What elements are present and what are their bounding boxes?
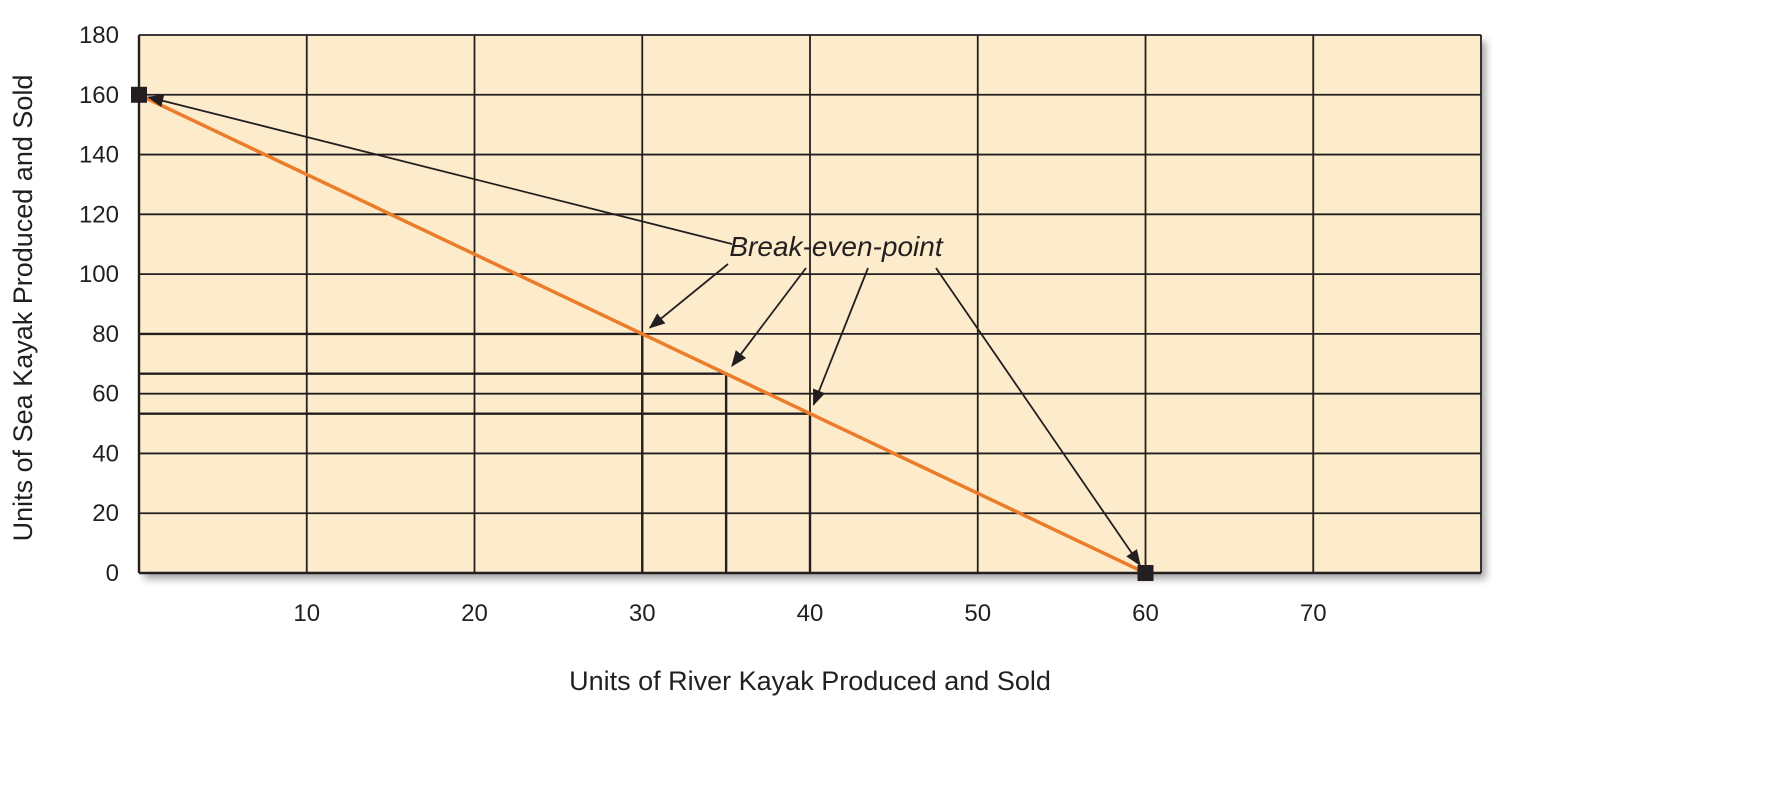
x-tick-label: 60 (1132, 600, 1159, 627)
y-tick-label: 180 (79, 22, 119, 49)
x-tick-label: 50 (964, 600, 991, 627)
annotation-arrow (648, 263, 729, 329)
annotation-label: Break-even-point (729, 231, 943, 262)
annotation-arrow (935, 267, 1141, 567)
y-axis-title: Units of Sea Kayak Produced and Sold (8, 75, 38, 542)
x-tick-label: 20 (461, 600, 488, 627)
y-tick-label: 160 (79, 82, 119, 109)
x-tick-label: 30 (629, 600, 656, 627)
annotation-arrow (812, 267, 869, 406)
annotation-arrow (147, 94, 733, 245)
series-line (138, 93, 1147, 575)
y-tick-label: 60 (92, 381, 119, 408)
x-tick-label: 70 (1300, 600, 1327, 627)
y-tick-label: 120 (79, 201, 119, 228)
y-tick-label: 0 (106, 560, 119, 587)
endpoint-marker (1137, 565, 1154, 581)
y-tick-label: 140 (79, 142, 119, 169)
x-axis-title: Units of River Kayak Produced and Sold (569, 666, 1051, 696)
x-tick-label: 10 (293, 600, 320, 627)
y-tick-label: 80 (92, 321, 119, 348)
endpoint-marker (131, 86, 147, 103)
annotation-arrow (731, 267, 807, 367)
y-tick-label: 100 (79, 261, 119, 288)
x-tick-label: 40 (797, 600, 824, 627)
y-tick-label: 20 (92, 500, 119, 527)
y-tick-label: 40 (92, 440, 119, 467)
